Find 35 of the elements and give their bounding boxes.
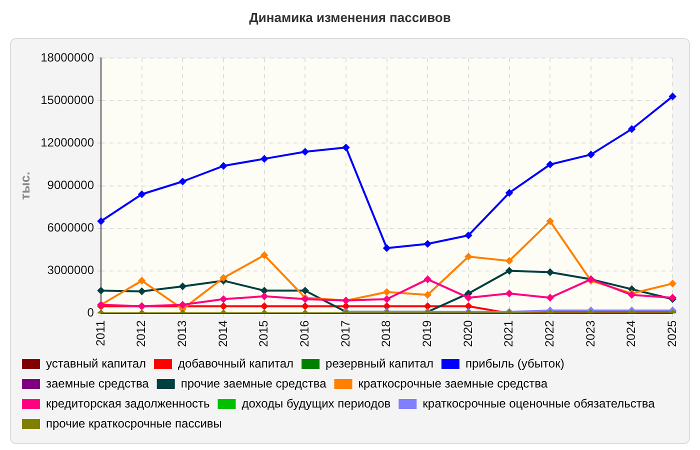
x-tick-label: 2018: [379, 320, 394, 348]
x-tick-label: 2023: [583, 320, 598, 348]
y-tick-label: 6000000: [47, 220, 94, 235]
y-tick-label: 3000000: [47, 263, 94, 278]
x-tick-label: 2015: [256, 320, 271, 348]
y-tick-label: 15000000: [40, 93, 94, 108]
y-tick-label: 12000000: [40, 136, 94, 150]
legend-label: кредиторская задолженность: [46, 396, 210, 410]
y-tick-label: 0: [87, 306, 94, 320]
x-tick-label: 2017: [338, 320, 352, 348]
y-tick-label: 9000000: [47, 178, 94, 192]
legend-label: краткосрочные оценочные обязательства: [422, 396, 656, 410]
x-tick-label: 2020: [460, 320, 475, 348]
x-tick-label: 2014: [216, 320, 230, 348]
legend-label: уставный капитал: [46, 356, 146, 370]
legend-label: прочие заемные средства: [180, 376, 327, 390]
x-tick-label: 2013: [174, 320, 189, 348]
y-axis-title: тыс.: [17, 172, 32, 200]
x-tick-label: 2024: [624, 320, 638, 348]
y-tick-label: 18000000: [40, 50, 94, 65]
x-tick-label: 2025: [664, 320, 679, 348]
legend-label: добавочный капитал: [178, 356, 294, 370]
legend-label: доходы будущих периодов: [242, 396, 391, 410]
x-tick-label: 2012: [134, 320, 148, 348]
chart-title: Динамика изменения пассивов: [248, 10, 452, 25]
legend-label: заемные средства: [46, 376, 150, 390]
legend-label: резервный капитал: [326, 356, 434, 370]
x-tick-label: 2011: [93, 320, 108, 346]
legend-label: краткосрочные заемные средства: [358, 376, 548, 390]
x-tick-label: 2022: [542, 320, 556, 348]
x-tick-label: 2021: [502, 320, 516, 348]
x-tick-label: 2019: [420, 320, 434, 348]
x-tick-label: 2016: [297, 320, 312, 348]
legend-label: прочие краткосрочные пассивы: [46, 416, 222, 430]
legend-label: прибыль (убыток): [465, 356, 564, 370]
